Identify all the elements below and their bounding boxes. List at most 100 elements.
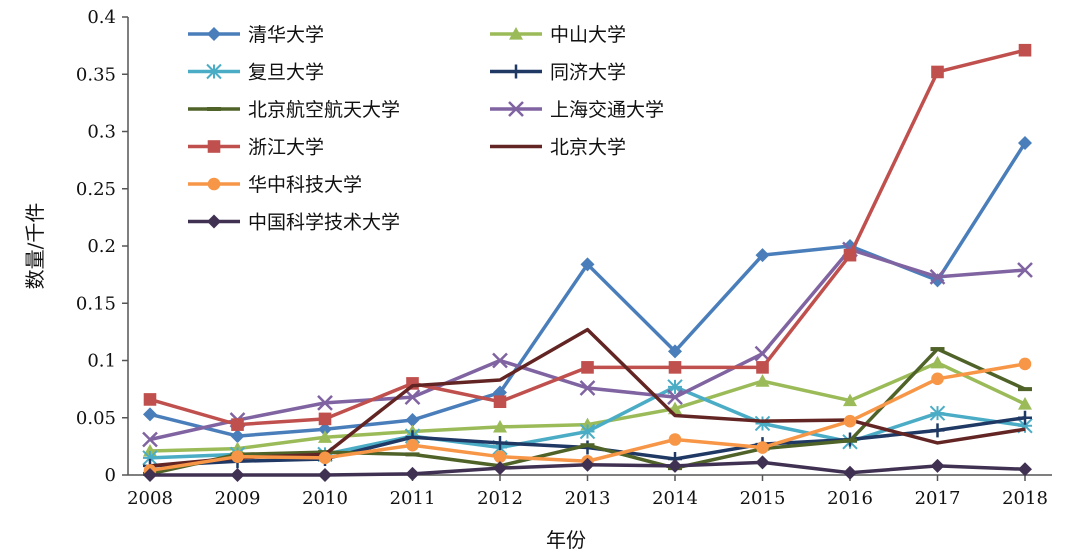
data-point: [843, 393, 857, 407]
legend-item: 北京航空航天大学: [188, 99, 400, 121]
data-point: [667, 379, 683, 395]
legend-marker: [206, 63, 222, 80]
legend-label: 上海交通大学: [550, 99, 664, 121]
data-point: [930, 423, 945, 438]
y-tick-label: 0.3: [87, 122, 116, 143]
data-point: [1018, 357, 1032, 371]
data-point: [143, 468, 157, 482]
data-point: [756, 361, 769, 374]
legend-label: 中国科学技术大学: [248, 212, 400, 234]
legend-item: 复旦大学: [188, 62, 324, 84]
data-point: [929, 405, 946, 421]
legend-item: 清华大学: [188, 24, 324, 46]
legend-marker: [207, 27, 221, 41]
series-layer: [142, 43, 1033, 482]
data-point: [754, 415, 771, 432]
legend-label: 清华大学: [248, 24, 324, 46]
data-point: [1018, 397, 1032, 410]
legend-marker: [509, 27, 523, 40]
y-tick-label: 0.25: [76, 179, 116, 200]
data-point: [231, 450, 244, 463]
legend-item: 上海交通大学: [490, 99, 664, 121]
data-point: [1018, 462, 1032, 477]
data-point: [756, 441, 769, 454]
data-point: [405, 413, 420, 428]
y-tick-label: 0.2: [87, 236, 116, 257]
data-point: [930, 347, 945, 352]
data-point: [668, 344, 682, 359]
data-point: [1018, 43, 1032, 57]
data-point: [404, 389, 421, 406]
x-tick-label: 2013: [565, 488, 611, 509]
legend-marker: [509, 64, 523, 79]
y-tick-label: 0.05: [76, 408, 116, 429]
legend-item: 中国科学技术大学: [188, 212, 400, 234]
legend-label: 浙江大学: [248, 137, 324, 159]
y-tick-label: 0.1: [87, 351, 116, 372]
data-point: [318, 412, 332, 426]
data-point: [843, 414, 857, 428]
data-point: [930, 458, 945, 473]
data-point: [142, 431, 158, 448]
data-point: [230, 468, 245, 482]
axes: 0 0.05 0.1 0.15 0.2 0.25 0.3 0.35 0.4 2008 2009 201…: [76, 7, 1052, 509]
data-point: [580, 443, 595, 448]
data-point: [405, 452, 420, 457]
series-9: [143, 455, 1032, 482]
data-point: [1017, 262, 1033, 278]
y-tick-label: 0.4: [87, 7, 116, 28]
data-point: [755, 455, 770, 470]
x-axis-title: 年份: [546, 528, 586, 552]
data-point: [317, 394, 333, 411]
data-point: [843, 248, 857, 262]
data-point: [318, 468, 332, 482]
legend-marker: [207, 107, 221, 111]
x-tick-label: 2014: [652, 488, 698, 509]
data-point: [143, 407, 157, 422]
data-point: [1018, 135, 1032, 150]
x-tick-label: 2010: [302, 488, 348, 509]
x-tick-label: 2017: [915, 488, 961, 509]
data-point: [493, 435, 507, 450]
data-point: [930, 355, 945, 369]
data-point: [755, 248, 770, 263]
legend-label: 中山大学: [550, 24, 626, 46]
data-point: [668, 361, 682, 374]
data-point: [668, 458, 682, 473]
data-point: [231, 418, 244, 431]
series-line: [149, 247, 1026, 442]
data-point: [929, 269, 946, 285]
x-tick-label: 2009: [215, 488, 261, 509]
data-point: [931, 65, 944, 79]
data-point: [754, 345, 771, 362]
data-point: [406, 438, 419, 452]
data-point: [843, 465, 857, 480]
series-7: [149, 327, 1026, 468]
legend-item: 浙江大学: [188, 137, 324, 159]
x-tick-label: 2011: [390, 488, 436, 509]
y-tick-label: 0: [105, 465, 116, 486]
data-point: [579, 423, 596, 440]
legend-label: 复旦大学: [248, 62, 324, 84]
y-tick-label: 0.15: [76, 293, 116, 314]
data-point: [843, 438, 857, 443]
x-tick-label: 2016: [827, 488, 873, 509]
data-point: [230, 429, 245, 444]
data-point: [318, 422, 332, 437]
data-point: [755, 374, 770, 387]
data-point: [668, 433, 682, 446]
data-point: [143, 393, 157, 406]
legend-label: 北京航空航天大学: [248, 99, 400, 121]
legend-label: 华中科技大学: [248, 174, 362, 196]
data-point: [931, 372, 944, 386]
x-tick-label: 2008: [127, 488, 173, 509]
series-6: [143, 43, 1032, 431]
y-axis-title: 数量/千件: [23, 203, 47, 290]
data-point: [580, 457, 595, 472]
data-point: [318, 451, 332, 465]
legend-marker: [207, 214, 221, 229]
legend-item: 中山大学: [490, 24, 626, 46]
y-tick-label: 0.35: [76, 64, 116, 85]
